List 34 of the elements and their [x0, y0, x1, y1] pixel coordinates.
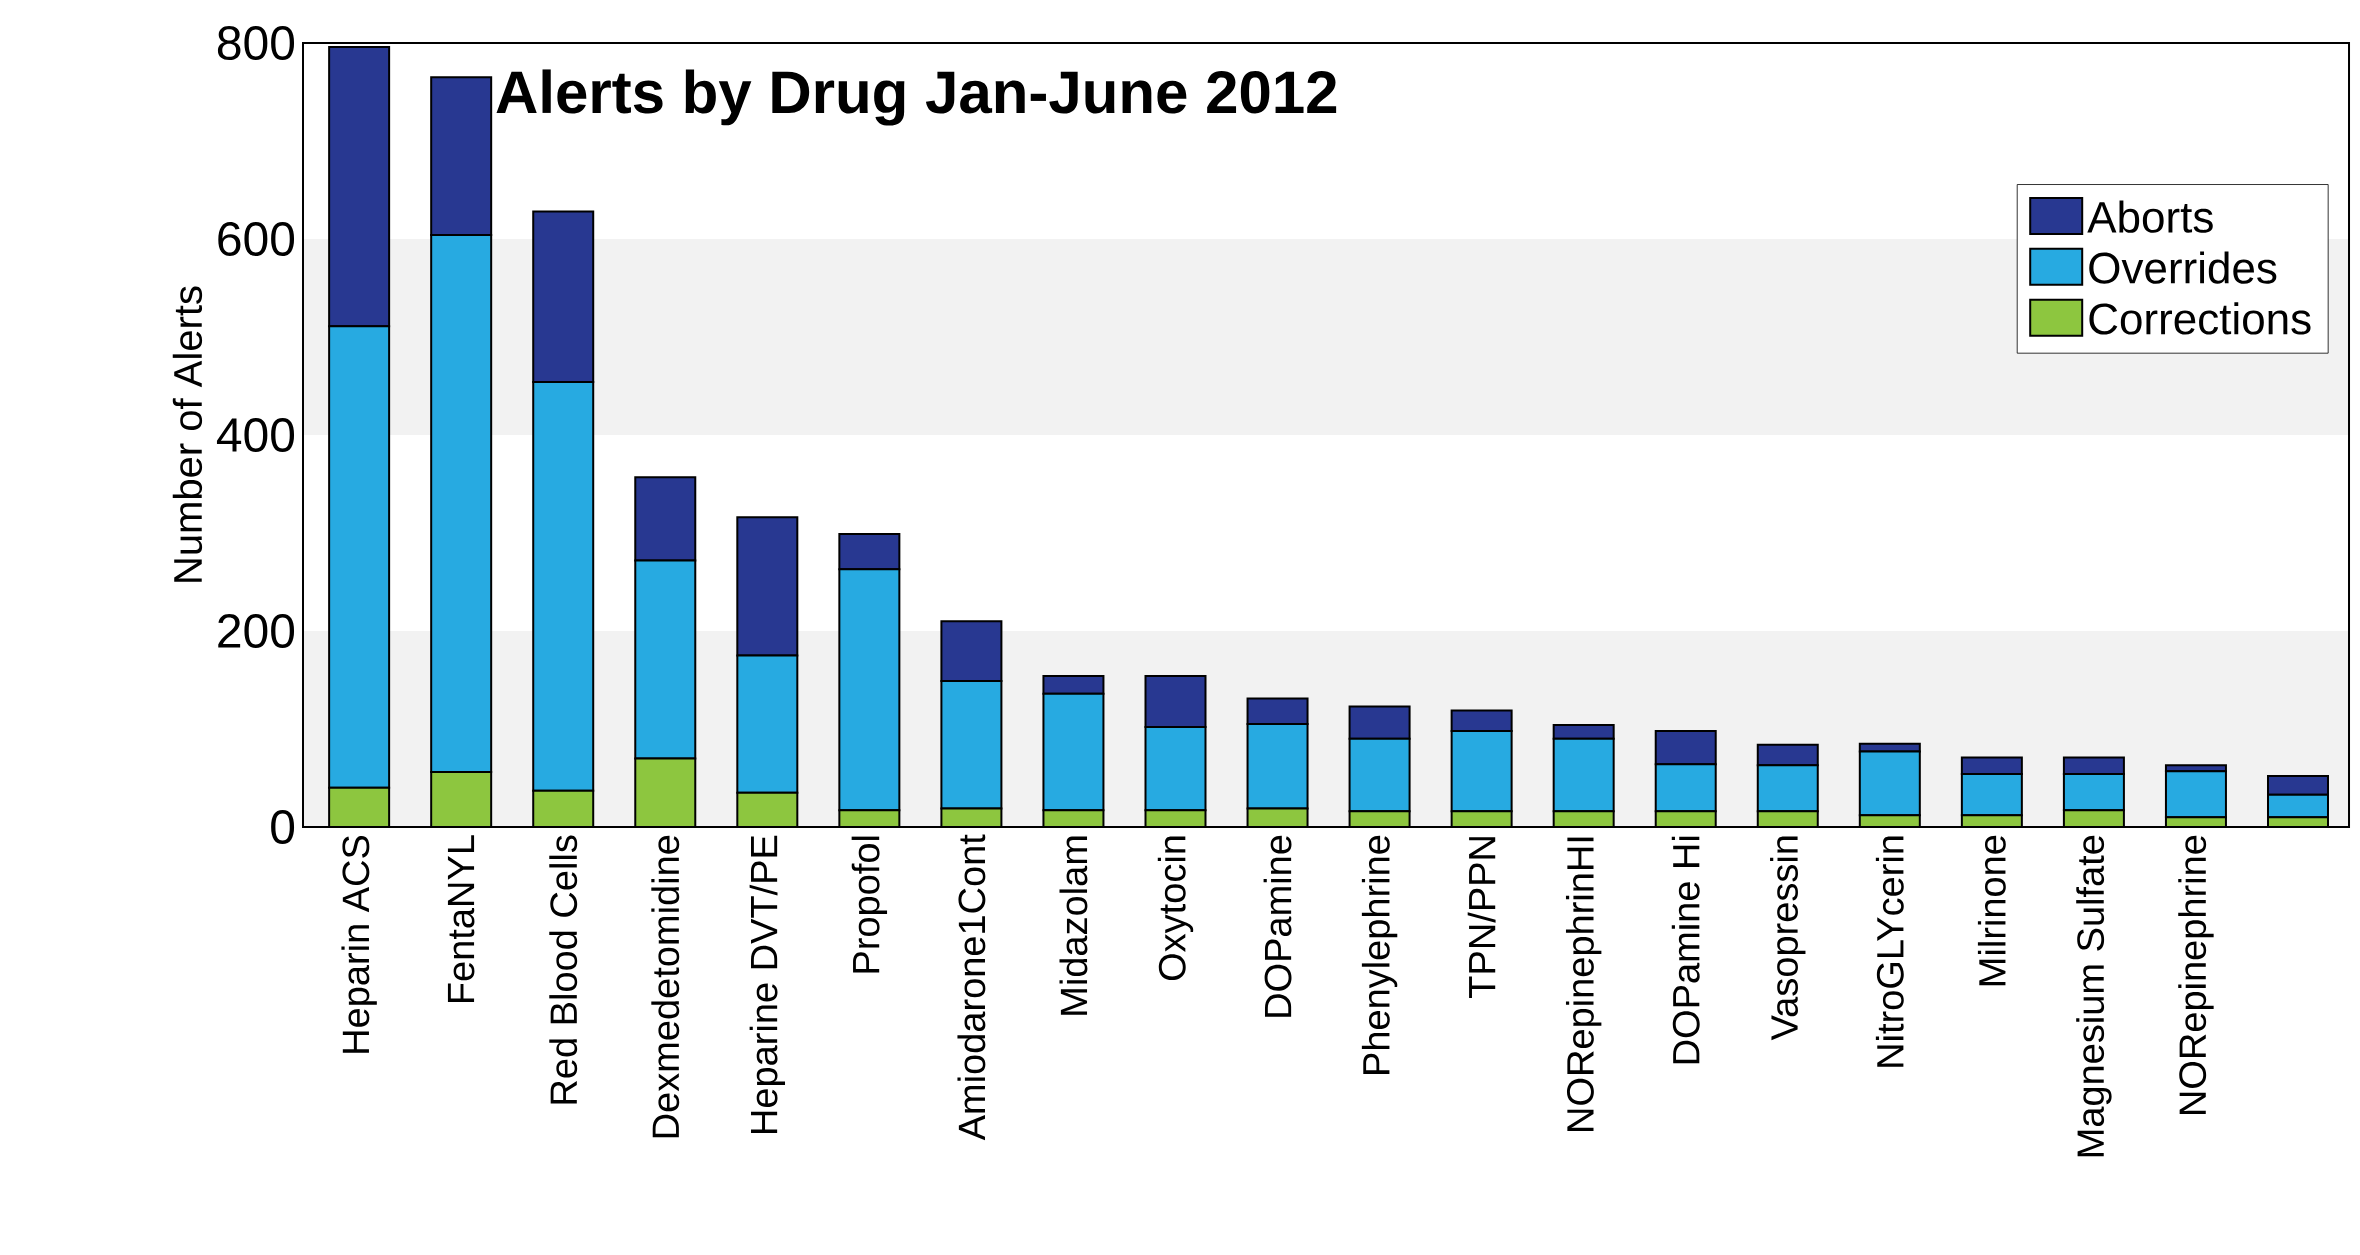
x-tick-label: Midazolam [1059, 836, 1088, 1015]
x-tick-label: Milrinone [1977, 835, 2006, 986]
bar [533, 790, 594, 828]
y-tick-label: 0 [271, 810, 295, 844]
x-tick-label: Red Blood Cells [549, 835, 578, 1104]
legend-label: Aborts [2087, 200, 2213, 233]
x-tick-label: Oxytocin [1157, 836, 1194, 981]
x-tick-label: Dexmedetomidine [651, 835, 680, 1138]
y-axis-title: Number of Alerts [172, 286, 203, 582]
y-tick-label: 200 [218, 614, 295, 648]
chart-title: Alerts by Drug Jan-June 2012 [496, 69, 1337, 126]
bar [737, 792, 798, 828]
bar [635, 758, 696, 828]
y-tick-label: 800 [217, 26, 295, 61]
bar [329, 787, 390, 828]
y-tick-label: 400 [216, 418, 295, 452]
x-tick-label: Heparin ACS [341, 835, 377, 1053]
x-tick-label: NORepinephrinHI [1565, 837, 1602, 1131]
legend-label: Corrections [2089, 302, 2311, 335]
x-tick-label: Phenylephrine [1361, 835, 1398, 1074]
x-tick-label: NORepinephrine [2178, 835, 2214, 1115]
bar [431, 772, 492, 828]
x-tick-label: FentaNYL [447, 835, 475, 1003]
x-tick-label: Propofol [851, 836, 888, 973]
x-tick-label: Heparine DVT/PE [749, 835, 786, 1133]
x-tick-label: TPN/PPN [1467, 837, 1496, 998]
legend-label: Overrides [2089, 251, 2277, 284]
x-tick-label: Amiodarone1Cont [957, 834, 986, 1141]
x-tick-label: NitroGLYcerin [1875, 836, 1904, 1067]
x-tick-label: Magnesium Sulfate [2076, 835, 2112, 1157]
x-tick-label: Vasopressin [1770, 836, 1806, 1041]
x-tick-label: DOPamine Hi [1671, 836, 1700, 1064]
y-tick-label: 600 [218, 222, 295, 256]
x-tick-label: DOPamine [1263, 835, 1292, 1017]
